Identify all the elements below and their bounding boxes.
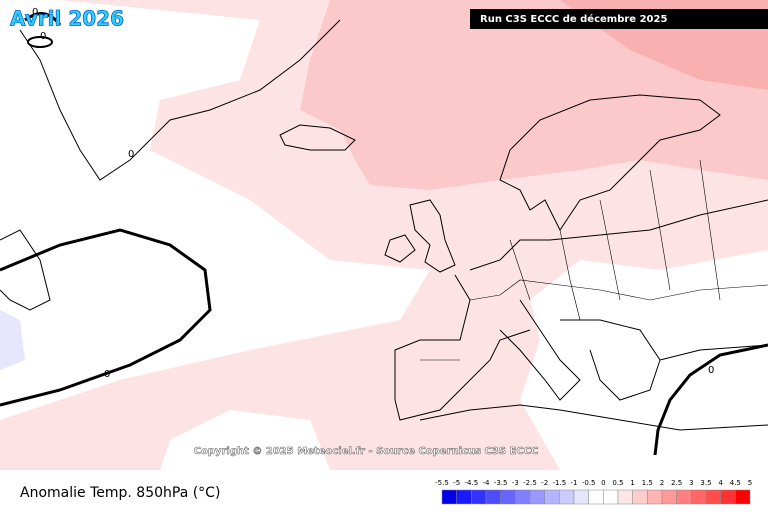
legend-swatch: [661, 489, 677, 505]
neutral-area: [0, 100, 240, 340]
legend-label: -1: [571, 479, 578, 487]
legend-swatch: [735, 489, 751, 505]
contour-labels: 0 0 0 0 0: [32, 7, 714, 380]
zero-contour: [27, 36, 53, 48]
legend-swatch: [632, 489, 648, 505]
legend-label: -0.5: [582, 479, 596, 487]
legend-swatch: [559, 489, 575, 505]
legend-label: 1: [630, 479, 634, 487]
legend-swatch: [471, 489, 487, 505]
legend-label: -4: [483, 479, 491, 487]
legend-label: -3.5: [494, 479, 508, 487]
legend-label: 4: [718, 479, 723, 487]
legend-label: 4.5: [730, 479, 741, 487]
legend-label: 2: [660, 479, 664, 487]
legend-label: -2: [541, 479, 548, 487]
legend-swatch: [485, 489, 501, 505]
contour-label: 0: [128, 149, 134, 160]
legend-label: -5: [453, 479, 460, 487]
legend-label: -2.5: [523, 479, 537, 487]
legend-swatch: [603, 489, 619, 505]
contour-label: 0: [40, 31, 46, 42]
legend-swatch: [529, 489, 545, 505]
anomaly-area: [0, 310, 25, 370]
legend-label: 0: [601, 479, 605, 487]
copyright: Copyright © 2025 Meteociel.fr - Source C…: [194, 446, 539, 457]
legend-swatch: [441, 489, 457, 505]
map-title: Avril 2026: [10, 7, 124, 31]
neutral-area: [520, 250, 768, 470]
legend-swatch: [588, 489, 604, 505]
borders: [420, 159, 768, 361]
contour-label: 0: [708, 365, 714, 376]
legend-label: -3: [512, 479, 519, 487]
run-label-box: [470, 9, 768, 29]
legend-label: -1.5: [552, 479, 566, 487]
legend-swatch: [456, 489, 472, 505]
legend-swatch: [573, 489, 589, 505]
legend-swatch: [617, 489, 633, 505]
run-label: Run C3S ECCC de décembre 2025: [480, 13, 667, 25]
legend-swatch: [544, 489, 560, 505]
legend-swatch: [647, 489, 663, 505]
legend-label: 5: [748, 479, 752, 487]
coastlines: [0, 19, 768, 431]
legend-label: 2.5: [671, 479, 682, 487]
color-legend: -5.5 -5 -4.5 -4 -3.5 -3 -2.5 -2 -1.5 -1 -0.5 0 0.5 1 1…: [435, 479, 752, 505]
legend-swatch: [515, 489, 531, 505]
legend-swatch: [705, 489, 721, 505]
legend-label: -4.5: [464, 479, 478, 487]
contour-label: 0: [32, 7, 38, 18]
legend-swatch: [691, 489, 707, 505]
legend-label: 3.5: [700, 479, 711, 487]
legend-label: -5.5: [435, 479, 449, 487]
contour-label: 0: [104, 369, 110, 380]
zero-contour: [0, 12, 768, 456]
legend-swatch: [500, 489, 516, 505]
legend-swatch: [720, 489, 736, 505]
legend-label: 3: [689, 479, 693, 487]
legend-label: 0.5: [612, 479, 623, 487]
legend-label: 1.5: [642, 479, 653, 487]
variable-label: Anomalie Temp. 850hPa (°C): [20, 485, 220, 501]
legend-swatch: [676, 489, 692, 505]
